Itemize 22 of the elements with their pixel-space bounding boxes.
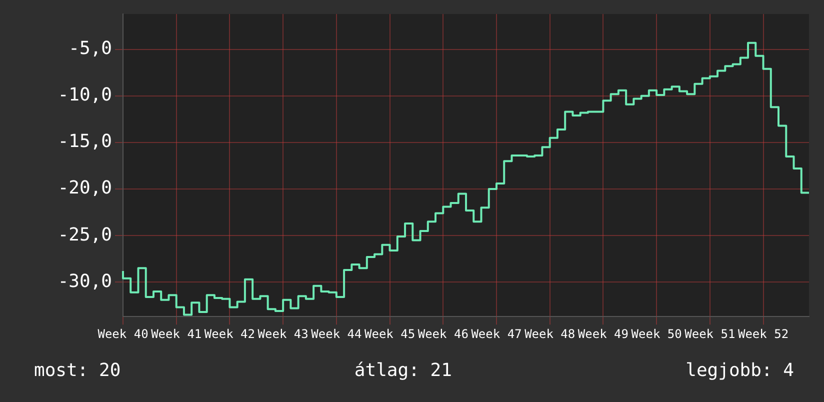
x-tick-label: Week 44 — [311, 326, 362, 341]
y-tick-label: -5,0 — [68, 38, 112, 60]
x-tick-label: Week 52 — [738, 326, 789, 341]
y-tick-label: -10,0 — [58, 84, 112, 106]
y-tick-label: -30,0 — [58, 270, 112, 292]
y-tick-label: -25,0 — [58, 224, 112, 246]
text: most: 20 — [34, 360, 121, 381]
x-tick-label: Week 42 — [204, 326, 255, 341]
x-tick-label: Week 45 — [364, 326, 416, 341]
x-tick-label: Week 50 — [631, 326, 682, 341]
x-tick-label: Week 51 — [684, 326, 736, 341]
x-tick-label: Week 47 — [471, 326, 522, 341]
x-tick-label: Week 40 — [98, 326, 148, 341]
x-tick-label: Week 41 — [151, 326, 202, 341]
text: átlag: 21 — [354, 360, 452, 381]
x-tick-label: Week 43 — [258, 326, 308, 341]
y-tick-label: -20,0 — [58, 178, 112, 199]
text: legjobb: 4 — [686, 360, 794, 381]
x-tick-label: Week 49 — [578, 326, 628, 341]
x-tick-label: Week 46 — [418, 326, 468, 341]
y-tick-label: -15,0 — [58, 131, 112, 152]
x-tick-label: Week 48 — [524, 326, 576, 341]
